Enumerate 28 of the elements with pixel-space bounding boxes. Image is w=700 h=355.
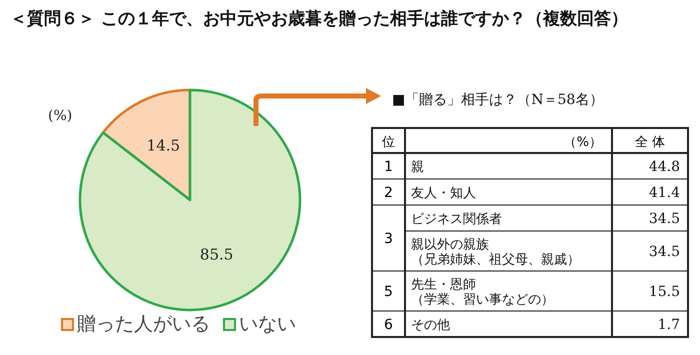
legend-label: いない [239, 313, 296, 335]
data-label: 41.4 [648, 185, 680, 201]
data-label: 34.5 [648, 244, 680, 260]
text: 5 [384, 284, 393, 300]
chart-title: ＜質問６＞ この１年で、お中元やお歳暮を贈った相手は誰ですか？（複数回答） [10, 9, 628, 29]
category-label: 友人・知人 [411, 186, 476, 201]
data-label: 34.5 [648, 211, 680, 227]
category-label: 親以外の親族（兄弟姉妹、祖父母、親戚） [411, 238, 580, 268]
data-label: 14.5 [146, 136, 180, 155]
text: 位 [382, 135, 395, 150]
text: ■「贈る」相手は？（N＝58名） [392, 92, 604, 108]
pie-slice [78, 88, 302, 312]
data-label: 15.5 [648, 284, 680, 300]
category-label: 先生・恩師（学業、習い事などの） [411, 278, 554, 308]
text: （%） [564, 135, 602, 150]
text: 全 体 [634, 135, 666, 150]
text: 1 [384, 159, 393, 175]
text: 2 [384, 185, 393, 201]
data-label: 1.7 [658, 317, 680, 333]
category-label: 親 [411, 160, 424, 175]
text: (%) [48, 108, 72, 124]
text: 6 [384, 317, 394, 333]
legend-label: 贈った人がいる [77, 313, 210, 335]
data-label: 44.8 [648, 159, 680, 175]
text: 3 [384, 231, 393, 247]
category-label: ビジネス関係者 [411, 212, 502, 227]
data-label: 85.5 [200, 245, 234, 264]
category-label: その他 [411, 318, 450, 333]
